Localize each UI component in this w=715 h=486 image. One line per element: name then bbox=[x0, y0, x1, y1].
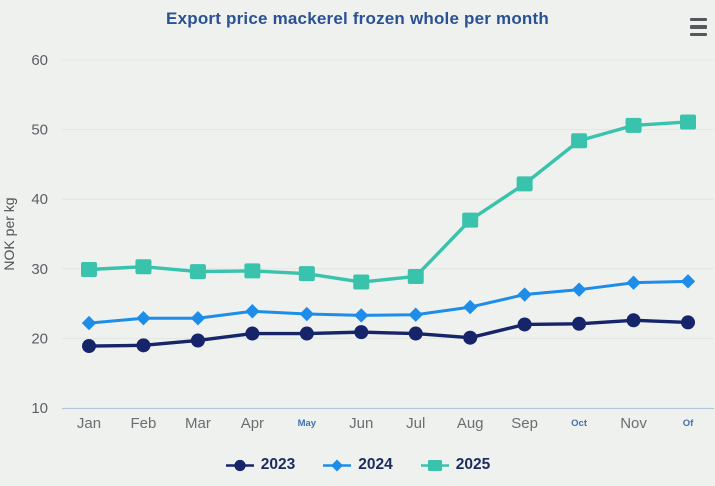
legend-marker-circle-icon bbox=[225, 459, 254, 471]
legend-item-2024[interactable]: 2024 bbox=[322, 456, 393, 474]
data-point-2025-May[interactable] bbox=[298, 266, 315, 282]
data-point-2024-Jun[interactable] bbox=[354, 308, 369, 323]
data-point-2025-Nov[interactable] bbox=[625, 117, 642, 133]
data-point-2025-Jul[interactable] bbox=[407, 268, 424, 284]
line-chart: 10 20 30 40 50 60 NOK per kg Jan Feb Mar Apr May Jun… bbox=[1, 52, 714, 432]
x-tick-label: Mar bbox=[185, 415, 211, 432]
data-point-2024-Apr[interactable] bbox=[245, 304, 260, 319]
x-tick-label: Of bbox=[683, 418, 694, 429]
legend-label: 2024 bbox=[358, 456, 393, 473]
y-tick-label: 50 bbox=[31, 122, 48, 139]
data-point-2023-Jan[interactable] bbox=[82, 339, 96, 354]
data-point-2023-Oct[interactable] bbox=[572, 316, 587, 331]
data-point-2024-Feb[interactable] bbox=[136, 311, 151, 326]
data-point-2023-Nov[interactable] bbox=[626, 313, 641, 328]
x-tick-label: Nov bbox=[620, 415, 647, 432]
menu-bar bbox=[690, 25, 707, 29]
data-point-2024-Jul[interactable] bbox=[408, 307, 423, 322]
legend-label: 2023 bbox=[260, 456, 296, 473]
x-tick-label: May bbox=[298, 418, 317, 429]
data-point-2024-Oct[interactable] bbox=[571, 282, 587, 297]
series-line-2025 bbox=[87, 120, 690, 284]
data-point-2023-Feb[interactable] bbox=[136, 338, 151, 353]
chart-title: Export price mackerel frozen whole per m… bbox=[166, 9, 549, 28]
x-tick-label: Feb bbox=[131, 415, 157, 432]
y-tick-label: 10 bbox=[31, 400, 48, 417]
data-point-2024-Mar[interactable] bbox=[190, 311, 206, 326]
x-tick-label: Oct bbox=[571, 418, 588, 429]
y-axis-title: NOK per kg bbox=[1, 197, 17, 270]
data-point-2024-Sep[interactable] bbox=[517, 287, 532, 302]
data-point-2023-Jul[interactable] bbox=[408, 326, 423, 341]
x-tick-label: Jan bbox=[77, 415, 101, 432]
data-point-2023-Of[interactable] bbox=[681, 315, 695, 330]
data-point-2023-Jun[interactable] bbox=[354, 325, 369, 340]
data-point-2023-Apr[interactable] bbox=[245, 326, 260, 341]
data-point-2024-Aug[interactable] bbox=[462, 299, 478, 315]
chart-legend: 2023 2024 2025 bbox=[0, 452, 715, 478]
data-point-2024-May[interactable] bbox=[299, 306, 315, 322]
data-point-2025-Aug[interactable] bbox=[462, 212, 479, 228]
data-point-2025-Jan[interactable] bbox=[81, 261, 97, 277]
data-point-2023-Aug[interactable] bbox=[463, 330, 478, 345]
data-point-2025-Sep[interactable] bbox=[516, 176, 533, 192]
legend-label: 2025 bbox=[455, 456, 491, 473]
y-tick-label: 60 bbox=[31, 52, 48, 69]
data-point-2023-Sep[interactable] bbox=[517, 317, 532, 332]
series-line-2023 bbox=[87, 318, 690, 348]
legend-marker-diamond-icon bbox=[323, 459, 352, 471]
data-point-2024-Of[interactable] bbox=[680, 274, 696, 289]
data-point-2025-Of[interactable] bbox=[680, 114, 696, 130]
x-tick-label: Jun bbox=[349, 415, 373, 432]
data-point-2024-Jan[interactable] bbox=[81, 315, 97, 331]
y-tick-label: 40 bbox=[31, 191, 48, 208]
x-tick-label: Jul bbox=[406, 415, 425, 432]
data-point-2023-May[interactable] bbox=[299, 326, 314, 341]
series-line-2024 bbox=[87, 279, 690, 325]
x-tick-label: Aug bbox=[457, 415, 484, 432]
x-tick-label: Apr bbox=[241, 415, 264, 432]
legend-marker-square-icon bbox=[420, 459, 449, 471]
data-point-2025-Oct[interactable] bbox=[571, 133, 588, 149]
legend-item-2025[interactable]: 2025 bbox=[420, 456, 490, 474]
menu-bar bbox=[690, 32, 707, 36]
y-tick-label: 30 bbox=[31, 261, 48, 278]
menu-bar bbox=[690, 18, 707, 22]
hamburger-menu-icon[interactable] bbox=[688, 17, 710, 37]
x-tick-label: Sep bbox=[511, 415, 538, 432]
y-tick-label: 20 bbox=[31, 330, 48, 347]
data-point-2025-Feb[interactable] bbox=[135, 259, 152, 275]
legend-item-2023[interactable]: 2023 bbox=[225, 456, 295, 474]
data-point-2024-Nov[interactable] bbox=[626, 275, 641, 290]
data-point-2023-Mar[interactable] bbox=[190, 333, 205, 348]
data-point-2025-Apr[interactable] bbox=[244, 263, 261, 279]
data-point-2025-Jun[interactable] bbox=[353, 274, 370, 290]
data-point-2025-Mar[interactable] bbox=[189, 264, 206, 280]
